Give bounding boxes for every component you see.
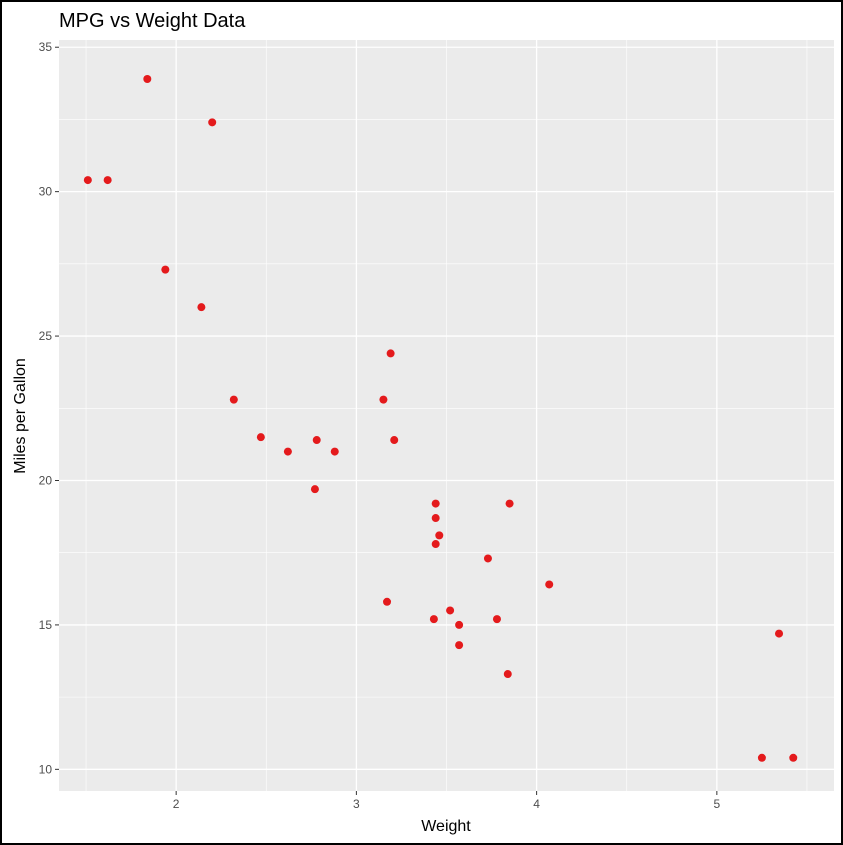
data-point xyxy=(197,303,206,312)
x-tick-label: 2 xyxy=(173,797,180,811)
y-tick-label: 20 xyxy=(39,473,53,487)
data-point xyxy=(775,629,784,638)
data-point xyxy=(545,580,554,589)
x-axis-title: Weight xyxy=(421,818,471,835)
y-tick-label: 15 xyxy=(39,618,53,632)
y-tick-label: 10 xyxy=(39,762,53,776)
data-point xyxy=(492,615,501,624)
x-tick-label: 3 xyxy=(353,797,360,811)
data-point xyxy=(386,349,395,358)
data-point xyxy=(330,447,339,456)
data-point xyxy=(143,74,152,83)
data-point xyxy=(379,395,388,404)
y-tick-label: 25 xyxy=(39,329,53,343)
data-point xyxy=(383,597,392,606)
data-point xyxy=(431,499,440,508)
data-point xyxy=(455,620,464,629)
data-point xyxy=(283,447,292,456)
data-point xyxy=(256,433,265,442)
data-point xyxy=(435,531,444,540)
data-point xyxy=(103,176,112,185)
data-point xyxy=(505,499,514,508)
data-point xyxy=(431,540,440,549)
minor-gridlines xyxy=(59,40,834,791)
chart-title: MPG vs Weight Data xyxy=(59,10,246,32)
data-point xyxy=(229,395,238,404)
data-point xyxy=(390,436,399,445)
data-point xyxy=(429,615,438,624)
data-point xyxy=(83,176,92,185)
data-point xyxy=(503,670,512,679)
data-point xyxy=(161,265,170,274)
x-tick-label: 4 xyxy=(533,797,540,811)
data-point xyxy=(789,753,798,762)
data-point xyxy=(757,753,766,762)
x-tick-label: 5 xyxy=(714,797,721,811)
data-point xyxy=(431,514,440,523)
data-points xyxy=(83,74,798,762)
y-tick-label: 35 xyxy=(39,40,53,54)
data-point xyxy=(208,118,217,127)
data-point xyxy=(446,606,455,615)
y-axis-ticks: 10 15 20 25 30 35 xyxy=(39,40,59,776)
y-tick-label: 30 xyxy=(39,185,53,199)
data-point xyxy=(310,485,319,494)
data-point xyxy=(455,641,464,650)
major-gridlines xyxy=(59,40,834,791)
data-point xyxy=(312,436,321,445)
y-axis-title: Miles per Gallon xyxy=(12,358,29,474)
data-point xyxy=(483,554,492,563)
x-axis-ticks: 2 3 4 5 xyxy=(173,791,721,811)
